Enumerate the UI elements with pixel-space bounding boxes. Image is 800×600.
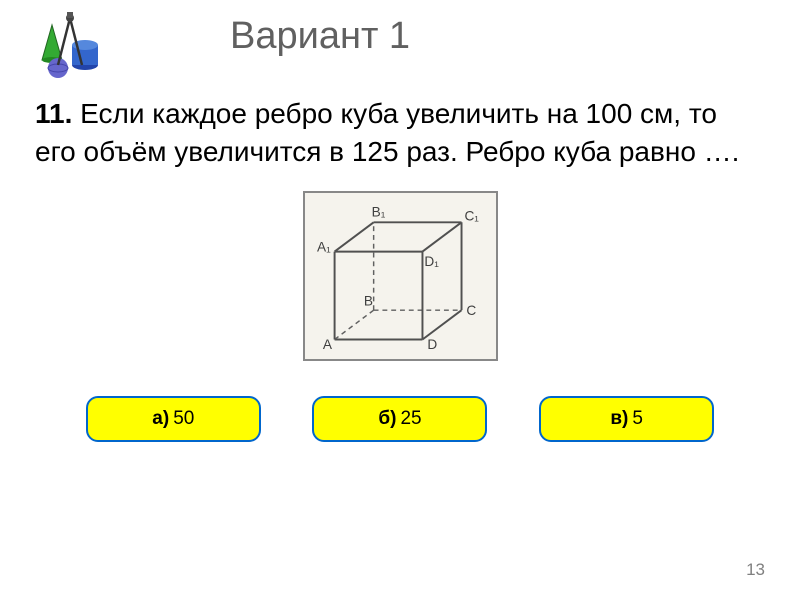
cube-diagram: A D C B A₁ D₁ C₁ B₁ (303, 191, 498, 361)
cube-label-D1: D₁ (424, 254, 439, 269)
cube-label-D: D (427, 337, 437, 352)
answers-row: а) 50 б) 25 в) 5 (30, 396, 770, 442)
cube-label-A1: A₁ (317, 239, 331, 254)
question-text: 11. Если каждое ребро куба увеличить на … (30, 95, 770, 171)
cube-label-C: C (466, 303, 476, 318)
answer-option-a[interactable]: а) 50 (86, 396, 261, 442)
cube-label-B: B (363, 293, 372, 308)
answer-label: б) (378, 408, 396, 430)
answer-value: 50 (173, 408, 194, 430)
slide-title: Вариант 1 (230, 15, 410, 58)
answer-label: а) (152, 408, 169, 430)
answer-value: 25 (400, 408, 421, 430)
question-body: Если каждое ребро куба увеличить на 100 … (35, 98, 739, 167)
question-number: 11. (35, 98, 72, 129)
answer-value: 5 (632, 408, 643, 430)
answer-label: в) (610, 408, 628, 430)
geometry-logo-icon (30, 10, 110, 80)
cube-label-A: A (322, 337, 332, 352)
page-number: 13 (746, 560, 765, 580)
answer-option-b[interactable]: б) 25 (312, 396, 487, 442)
cube-label-B1: B₁ (371, 204, 385, 219)
cube-label-C1: C₁ (464, 208, 479, 223)
answer-option-c[interactable]: в) 5 (539, 396, 714, 442)
